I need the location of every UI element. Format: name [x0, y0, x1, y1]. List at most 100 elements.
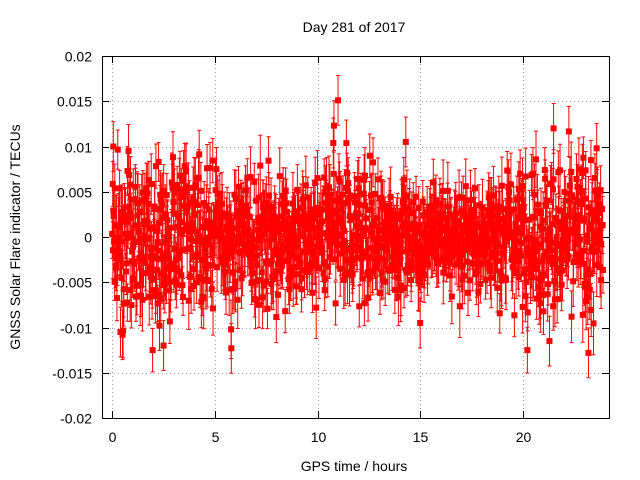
data-point: [331, 227, 338, 234]
data-point: [529, 170, 536, 177]
data-point: [510, 206, 517, 213]
data-point: [213, 166, 220, 173]
data-point: [426, 231, 433, 238]
data-points: [109, 74, 606, 379]
data-point: [193, 279, 200, 286]
data-point: [111, 185, 118, 192]
data-point: [294, 186, 301, 193]
data-point: [561, 189, 568, 196]
data-point: [356, 201, 363, 208]
data-point: [475, 202, 482, 209]
data-point: [332, 197, 339, 204]
data-point: [145, 200, 152, 207]
data-point: [537, 291, 544, 298]
data-point: [149, 253, 156, 260]
data-point: [569, 193, 576, 200]
data-point: [394, 211, 401, 218]
data-point: [385, 228, 392, 235]
data-point: [185, 185, 192, 192]
data-point: [222, 268, 229, 275]
data-point: [181, 163, 188, 170]
data-point: [500, 215, 507, 222]
data-point: [337, 250, 344, 257]
data-point: [221, 214, 228, 221]
data-point: [264, 221, 271, 228]
data-point: [412, 243, 419, 250]
data-point: [509, 264, 516, 271]
data-point: [271, 218, 278, 225]
data-point: [234, 296, 241, 303]
data-point: [399, 209, 406, 216]
data-point: [137, 250, 144, 257]
data-point: [153, 267, 160, 274]
data-point: [503, 238, 510, 245]
data-point: [304, 269, 311, 276]
data-point: [309, 260, 316, 267]
data-point: [297, 232, 304, 239]
data-point: [413, 193, 420, 200]
data-point: [403, 192, 410, 199]
data-point: [142, 270, 149, 277]
data-point: [122, 231, 129, 238]
data-point: [540, 308, 547, 315]
data-point: [220, 254, 227, 261]
data-point: [483, 233, 490, 240]
data-point: [534, 208, 541, 215]
data-point: [565, 128, 572, 135]
y-tick-label: 0.02: [65, 49, 92, 65]
data-point: [289, 224, 296, 231]
data-point: [518, 240, 525, 247]
data-point: [399, 248, 406, 255]
data-point: [171, 245, 178, 252]
data-point: [532, 237, 539, 244]
data-point: [413, 239, 420, 246]
data-point: [391, 286, 398, 293]
data-point: [200, 295, 207, 302]
data-point: [404, 264, 411, 271]
data-point: [176, 186, 183, 193]
data-point: [317, 222, 324, 229]
data-point: [145, 177, 152, 184]
data-point: [519, 210, 526, 217]
data-point: [144, 190, 151, 197]
data-point: [486, 263, 493, 270]
data-point: [204, 277, 211, 284]
data-point: [309, 289, 316, 296]
data-point: [285, 227, 292, 234]
data-point: [306, 234, 313, 241]
data-point: [255, 194, 262, 201]
data-point: [466, 277, 473, 284]
data-point: [436, 200, 443, 207]
data-point: [562, 243, 569, 250]
data-point: [279, 257, 286, 264]
data-point: [311, 208, 318, 215]
data-point: [144, 234, 151, 241]
data-point: [225, 240, 232, 247]
data-point: [184, 246, 191, 253]
data-point: [363, 215, 370, 222]
data-point: [152, 163, 159, 170]
data-point: [129, 247, 136, 254]
data-point: [393, 235, 400, 242]
data-point: [117, 255, 124, 262]
data-point: [133, 282, 140, 289]
data-point: [114, 146, 121, 153]
data-point: [515, 215, 522, 222]
data-point: [507, 181, 514, 188]
data-point: [408, 264, 415, 271]
data-point: [453, 225, 460, 232]
data-point: [332, 300, 339, 307]
data-point: [124, 234, 131, 241]
data-point: [548, 180, 555, 187]
data-point: [355, 185, 362, 192]
data-point: [289, 200, 296, 207]
data-point: [458, 251, 465, 258]
data-point: [321, 174, 328, 181]
data-point: [326, 253, 333, 260]
data-point: [159, 201, 166, 208]
data-point: [190, 283, 197, 290]
data-point: [316, 228, 323, 235]
data-point: [339, 242, 346, 249]
data-point: [208, 285, 215, 292]
data-point: [356, 303, 363, 310]
